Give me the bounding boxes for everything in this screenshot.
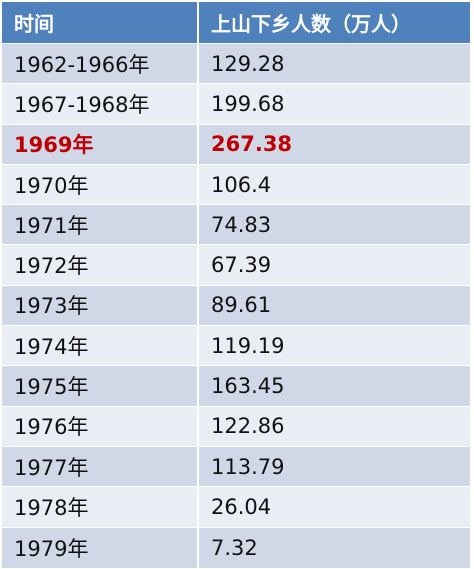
table-row: 1967-1968年 199.68 bbox=[2, 84, 470, 125]
count-cell: 129.28 bbox=[211, 51, 285, 76]
count-cell: 67.39 bbox=[211, 253, 272, 278]
count-cell: 122.86 bbox=[211, 414, 285, 439]
period-cell: 1977年 bbox=[2, 446, 199, 487]
period-cell: 1962-1966年 bbox=[2, 44, 199, 84]
table-row: 1970年 106.4 bbox=[2, 164, 470, 206]
period-cell: 1978年 bbox=[2, 487, 199, 527]
table-row: 1969年 267.38 bbox=[2, 124, 470, 165]
table-row: 1962-1966年 129.28 bbox=[2, 44, 470, 85]
period-cell: 1976年 bbox=[2, 406, 199, 446]
period-cell: 1970年 bbox=[2, 164, 199, 205]
header-time: 时间 bbox=[2, 2, 199, 43]
period-cell: 1974年 bbox=[2, 326, 199, 366]
table-header-row: 时间 上山下乡人数（万人） bbox=[2, 2, 470, 44]
count-cell: 74.83 bbox=[211, 212, 272, 237]
period-cell: 1972年 bbox=[2, 245, 199, 285]
count-cell: 113.79 bbox=[211, 454, 285, 479]
table-row: 1976年 122.86 bbox=[2, 406, 470, 447]
period-cell: 1967-1968年 bbox=[2, 84, 199, 124]
period-cell: 1973年 bbox=[2, 285, 199, 326]
count-cell: 89.61 bbox=[211, 293, 272, 318]
period-cell: 1969年 bbox=[2, 124, 199, 164]
table-row: 1977年 113.79 bbox=[2, 446, 470, 488]
period-cell: 1975年 bbox=[2, 366, 199, 406]
count-cell: 199.68 bbox=[211, 91, 285, 116]
table-row: 1974年 119.19 bbox=[2, 326, 470, 367]
count-cell: 119.19 bbox=[211, 333, 285, 358]
period-cell: 1979年 bbox=[2, 527, 199, 568]
table-body: 1962-1966年 129.28 1967-1968年 199.68 1969年 267… bbox=[2, 44, 470, 568]
count-cell: 7.32 bbox=[211, 535, 258, 560]
count-cell: 163.45 bbox=[211, 374, 285, 399]
table-row: 1975年 163.45 bbox=[2, 366, 470, 407]
count-cell: 106.4 bbox=[211, 172, 272, 197]
table-row: 1972年 67.39 bbox=[2, 245, 470, 286]
header-count: 上山下乡人数（万人） bbox=[211, 12, 411, 36]
table-row: 1979年 7.32 bbox=[2, 527, 470, 568]
count-cell: 26.04 bbox=[211, 494, 272, 519]
period-cell: 1971年 bbox=[2, 205, 199, 245]
table-row: 1978年 26.04 bbox=[2, 487, 470, 528]
table-row: 1971年 74.83 bbox=[2, 205, 470, 246]
table-row: 1973年 89.61 bbox=[2, 285, 470, 327]
count-cell: 267.38 bbox=[211, 132, 293, 157]
